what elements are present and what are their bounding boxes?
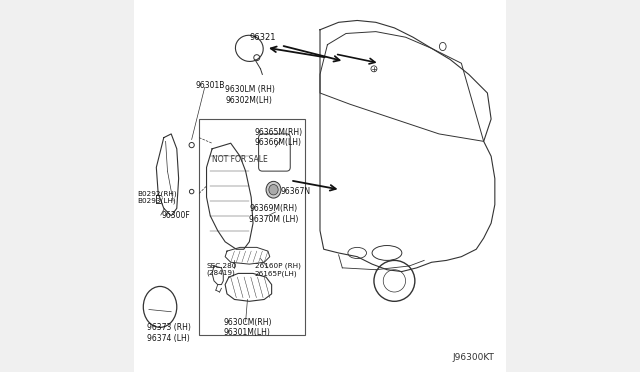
Text: SEC.280
(28419): SEC.280 (28419)	[207, 263, 237, 276]
Bar	[199, 119, 305, 335]
Text: NOT FOR SALE: NOT FOR SALE	[212, 155, 268, 164]
Text: 9630LM (RH)
96302M(LH): 9630LM (RH) 96302M(LH)	[225, 85, 275, 105]
Text: J96300KT: J96300KT	[452, 353, 494, 362]
Ellipse shape	[266, 182, 281, 198]
Text: 9630CM(RH)
96301M(LH): 9630CM(RH) 96301M(LH)	[223, 318, 272, 337]
Text: 96373 (RH)
96374 (LH): 96373 (RH) 96374 (LH)	[147, 323, 191, 343]
Text: 96369M(RH)
96370M (LH): 96369M(RH) 96370M (LH)	[250, 204, 299, 224]
Text: 96367N: 96367N	[281, 187, 311, 196]
Text: 96365M(RH)
96366M(LH): 96365M(RH) 96366M(LH)	[255, 128, 303, 147]
Text: 26160P (RH)
26165P(LH): 26160P (RH) 26165P(LH)	[255, 263, 301, 277]
Text: 96300F: 96300F	[161, 211, 190, 220]
Text: 96301B: 96301B	[195, 81, 225, 90]
Text: B0292(RH)
B0293(LH): B0292(RH) B0293(LH)	[138, 190, 177, 204]
Text: 96321: 96321	[249, 33, 276, 42]
Ellipse shape	[269, 185, 278, 195]
